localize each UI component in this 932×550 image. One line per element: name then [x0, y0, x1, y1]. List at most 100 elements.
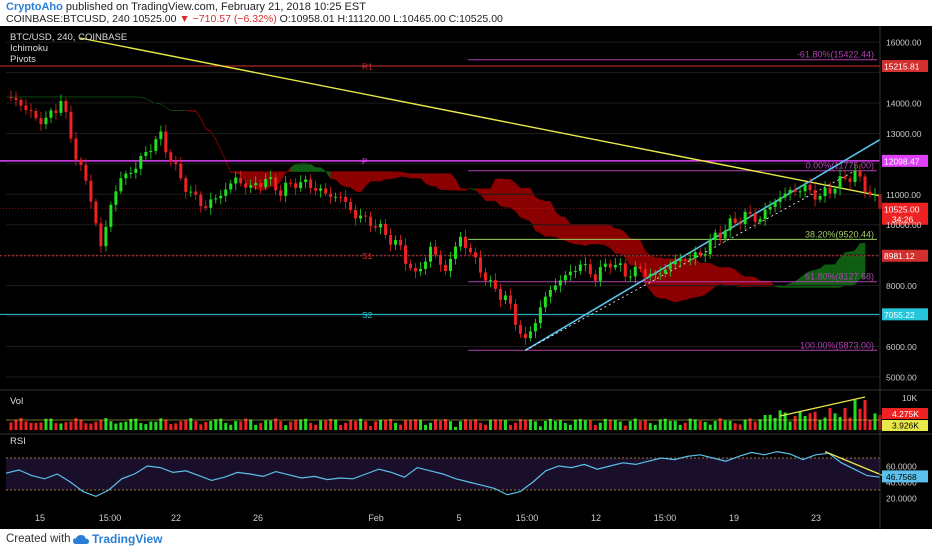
pivot-price-badge	[882, 154, 928, 167]
volume-bar	[603, 418, 607, 430]
candle-body	[174, 161, 178, 164]
candle-body	[708, 239, 712, 255]
candle-body	[868, 191, 872, 195]
volume-bar	[184, 420, 188, 430]
volume-bar	[753, 421, 757, 430]
chart-canvas[interactable]: R1 15215.81 P 12098.47 S1 8981.12 S2 7055.22 105…	[0, 26, 932, 529]
x-tick-label: 26	[253, 513, 263, 523]
volume-bar	[279, 421, 283, 430]
candle-body	[768, 206, 772, 210]
candle-body	[603, 263, 607, 267]
volume-bar	[503, 420, 507, 430]
volume-bar	[419, 419, 423, 430]
candle-body	[663, 269, 667, 274]
volume-bar	[334, 419, 338, 430]
volume-bar	[488, 419, 492, 430]
candle-body	[793, 189, 797, 192]
volume-bar	[259, 423, 263, 430]
candle-body	[84, 164, 88, 181]
volume-bar	[763, 415, 767, 430]
candle-body	[598, 266, 602, 281]
ichimoku-cloud-segment	[714, 265, 721, 288]
volume-bar	[718, 418, 722, 430]
candle-body	[349, 201, 353, 211]
ichimoku-cloud-segment	[430, 173, 436, 187]
volume-ma-label: 3.926K	[892, 421, 919, 431]
candle-body	[219, 195, 223, 199]
fib-label: 0.00%(11775.00)	[806, 161, 874, 171]
candle-body	[344, 196, 348, 202]
volume-bar	[513, 422, 517, 430]
candle-body	[728, 218, 732, 231]
y-tick-label: 14000.00	[886, 99, 922, 109]
volume-bar	[598, 422, 602, 430]
volume-bar	[588, 420, 592, 430]
volume-bar	[154, 421, 158, 430]
volume-bar	[788, 421, 792, 430]
candle-body	[528, 331, 532, 339]
ichimoku-cloud-segment	[545, 201, 551, 237]
volume-bar	[803, 415, 807, 430]
ichimoku-cloud-segment	[570, 224, 576, 245]
volume-bar	[84, 423, 88, 430]
volume-badge	[882, 408, 928, 419]
volume-bar	[733, 423, 737, 430]
ichimoku-cloud-segment	[684, 258, 691, 300]
candle-body	[359, 215, 363, 219]
candle-body	[703, 254, 707, 256]
candle-body	[638, 266, 642, 269]
volume-bar	[324, 420, 328, 430]
tradingview-brand[interactable]: TradingView	[92, 532, 163, 546]
candle-body	[334, 196, 338, 198]
candle-body	[164, 131, 168, 153]
candle-body	[713, 232, 717, 240]
ichimoku-cloud-segment	[415, 173, 421, 179]
volume-bar	[783, 412, 787, 430]
candle-body	[99, 223, 103, 247]
rsi-tick-label: 60.0000	[886, 462, 917, 472]
volume-bar	[713, 420, 717, 430]
ichimoku-cloud-segment	[605, 224, 611, 249]
volume-bar	[64, 422, 68, 430]
volume-bar	[434, 419, 438, 430]
ichimoku-cloud-segment	[230, 171, 236, 173]
volume-bar	[498, 419, 502, 430]
volume-trend-line	[779, 396, 866, 417]
y-tick-label: 8000.00	[886, 281, 917, 291]
candle-body	[304, 179, 308, 183]
candle-body	[698, 252, 702, 256]
ichimoku-cloud-segment	[460, 188, 466, 191]
candle-body	[803, 184, 807, 192]
volume-bar	[828, 408, 832, 430]
candle-body	[468, 247, 472, 253]
volume-bar	[768, 414, 772, 430]
volume-bar	[264, 420, 268, 430]
volume-bar	[244, 418, 248, 430]
volume-bar	[314, 424, 318, 430]
volume-bar	[94, 421, 98, 430]
volume-bar	[443, 419, 447, 430]
candle-body	[543, 296, 547, 308]
candle-body	[873, 194, 877, 196]
volume-bar	[114, 423, 118, 430]
volume-bar	[214, 419, 218, 430]
candle-body	[503, 295, 507, 301]
ichimoku-cloud-segment	[620, 228, 626, 259]
volume-bar	[69, 421, 73, 430]
ichimoku-cloud-segment	[729, 267, 736, 286]
volume-bar	[688, 418, 692, 430]
author-name[interactable]: CryptoAho	[6, 1, 63, 13]
candle-body	[538, 307, 542, 324]
volume-bar	[813, 411, 817, 430]
ichimoku-cloud-segment	[355, 171, 361, 193]
volume-bar	[374, 421, 378, 430]
countdown-label: 34:26	[892, 214, 914, 224]
candle-body	[29, 110, 33, 112]
ichimoku-cloud-segment	[839, 252, 846, 288]
candle-body	[743, 211, 747, 224]
candle-body	[683, 259, 687, 261]
candle-body	[553, 285, 557, 290]
volume-bar	[448, 421, 452, 430]
volume-bar	[54, 423, 58, 430]
volume-bar	[409, 420, 413, 430]
